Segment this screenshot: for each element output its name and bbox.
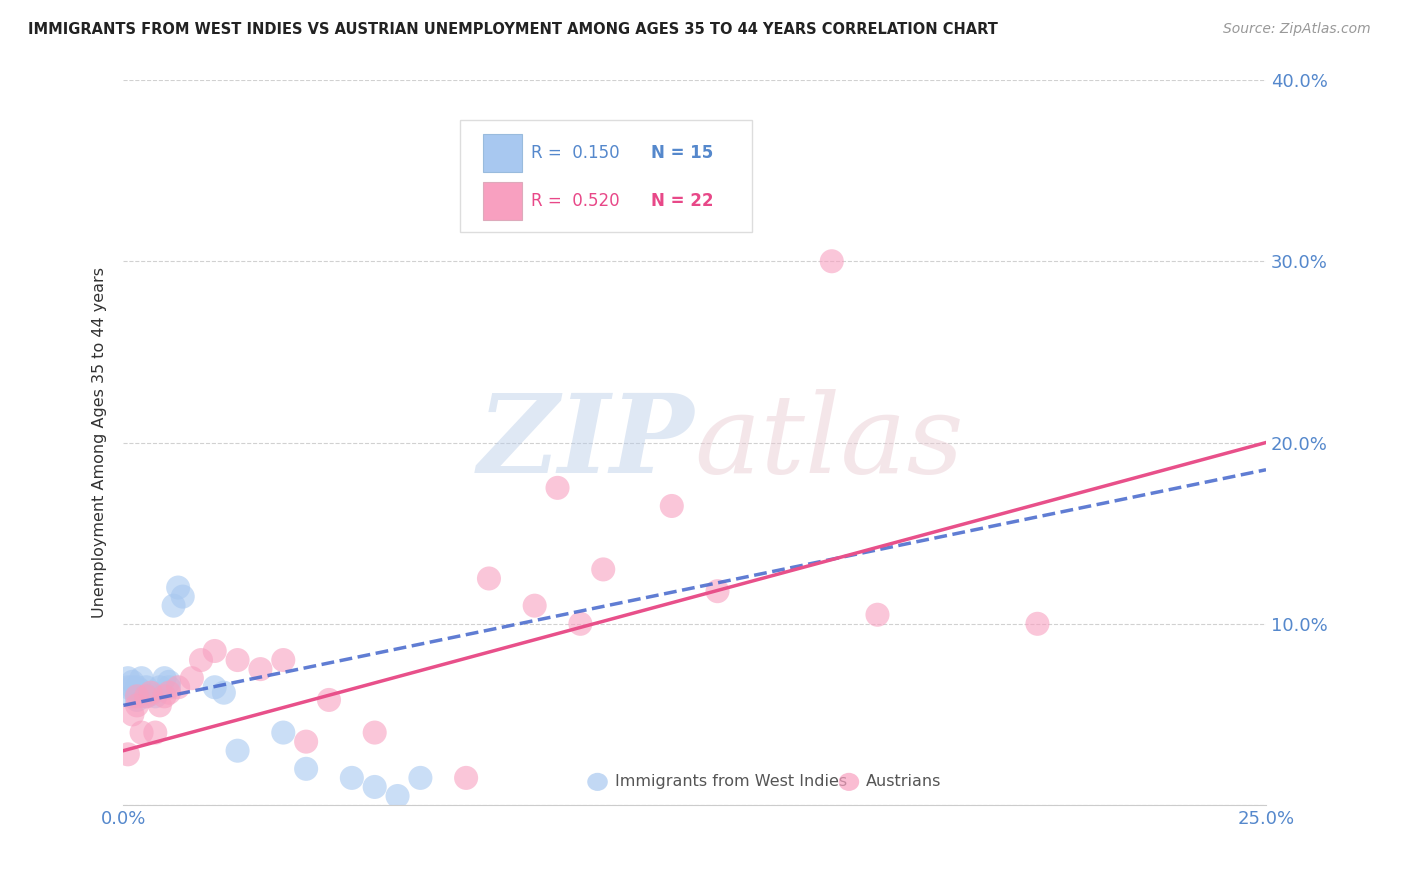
- Point: [706, 584, 728, 599]
- Point: [340, 771, 363, 785]
- Point: [125, 680, 148, 694]
- Point: [139, 686, 162, 700]
- Text: R =  0.520: R = 0.520: [531, 192, 620, 211]
- Point: [180, 671, 202, 685]
- Point: [318, 693, 340, 707]
- Point: [363, 780, 385, 794]
- Text: ZIP: ZIP: [478, 389, 695, 496]
- Point: [157, 674, 180, 689]
- FancyBboxPatch shape: [484, 135, 522, 172]
- Point: [204, 680, 226, 694]
- Point: [569, 616, 592, 631]
- Point: [271, 725, 294, 739]
- Point: [167, 581, 190, 595]
- Point: [661, 499, 683, 513]
- Point: [121, 690, 143, 704]
- Point: [125, 698, 148, 713]
- Point: [143, 725, 166, 739]
- Point: [121, 680, 143, 694]
- Point: [117, 680, 139, 694]
- Point: [117, 671, 139, 685]
- Point: [271, 653, 294, 667]
- Point: [143, 690, 166, 704]
- Point: [190, 653, 212, 667]
- Text: R =  0.150: R = 0.150: [531, 145, 620, 162]
- Point: [131, 725, 153, 739]
- Point: [866, 607, 889, 622]
- Point: [157, 686, 180, 700]
- Point: [157, 680, 180, 694]
- Point: [172, 590, 194, 604]
- Point: [162, 599, 184, 613]
- Point: [592, 562, 614, 576]
- Point: [149, 698, 172, 713]
- Point: [139, 688, 162, 702]
- Point: [409, 771, 432, 785]
- Point: [131, 684, 153, 698]
- Point: [153, 671, 176, 685]
- Point: [117, 747, 139, 762]
- Point: [295, 734, 318, 748]
- FancyBboxPatch shape: [460, 120, 752, 232]
- Ellipse shape: [838, 772, 859, 791]
- Text: N = 22: N = 22: [651, 192, 714, 211]
- Point: [135, 690, 157, 704]
- Point: [387, 789, 409, 803]
- Point: [153, 690, 176, 704]
- Text: atlas: atlas: [695, 389, 965, 496]
- Point: [821, 254, 844, 268]
- Point: [249, 662, 271, 676]
- Text: N = 15: N = 15: [651, 145, 713, 162]
- Point: [478, 572, 501, 586]
- Point: [295, 762, 318, 776]
- Point: [121, 674, 143, 689]
- Point: [149, 680, 172, 694]
- Point: [226, 744, 249, 758]
- Point: [212, 686, 235, 700]
- Point: [135, 680, 157, 694]
- Ellipse shape: [588, 772, 607, 791]
- Point: [167, 680, 190, 694]
- Y-axis label: Unemployment Among Ages 35 to 44 years: Unemployment Among Ages 35 to 44 years: [93, 267, 107, 618]
- Text: Source: ZipAtlas.com: Source: ZipAtlas.com: [1223, 22, 1371, 37]
- Text: Immigrants from West Indies: Immigrants from West Indies: [614, 774, 846, 789]
- Point: [226, 653, 249, 667]
- Point: [547, 481, 569, 495]
- Point: [125, 693, 148, 707]
- FancyBboxPatch shape: [484, 182, 522, 220]
- Point: [125, 690, 148, 704]
- Point: [125, 686, 148, 700]
- Text: Austrians: Austrians: [866, 774, 942, 789]
- Point: [121, 707, 143, 722]
- Point: [456, 771, 478, 785]
- Point: [523, 599, 546, 613]
- Point: [204, 644, 226, 658]
- Point: [363, 725, 385, 739]
- Point: [135, 690, 157, 704]
- Point: [1026, 616, 1049, 631]
- Point: [131, 671, 153, 685]
- Text: IMMIGRANTS FROM WEST INDIES VS AUSTRIAN UNEMPLOYMENT AMONG AGES 35 TO 44 YEARS C: IMMIGRANTS FROM WEST INDIES VS AUSTRIAN …: [28, 22, 998, 37]
